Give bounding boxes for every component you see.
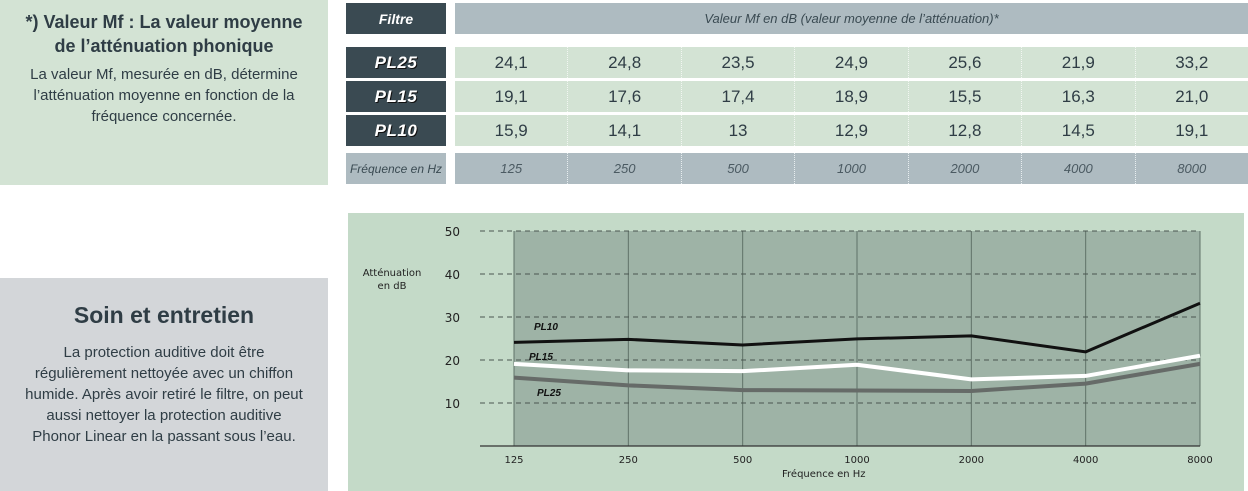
row-label-pl15: PL15 (346, 81, 446, 112)
series-label: PL15 (529, 352, 553, 363)
chart-plot: 10 20 30 40 50 125 250 500 1000 2000 4000 8000 Attén… (363, 225, 1213, 480)
y-tick-label: 30 (445, 311, 460, 325)
table-cell: 19,1 (494, 86, 528, 106)
x-tick-label: 250 (619, 455, 638, 466)
care-text: La protection auditive doit être réguliè… (25, 344, 303, 445)
y-tick-label: 40 (445, 268, 460, 282)
table-cell: 15,9 (494, 120, 528, 140)
frequency-label: Fréquence en Hz (346, 153, 446, 184)
care-title: Soin et entretien (73, 302, 255, 328)
table-row: 15,9 14,1 13 12,9 12,8 14,5 19,1 (455, 115, 1248, 146)
y-axis-label: en dB (378, 281, 407, 292)
table-cell: 12,9 (794, 115, 907, 146)
table-cell: 14,5 (1021, 115, 1134, 146)
x-axis-label: Fréquence en Hz (782, 468, 866, 480)
x-tick-label: 500 (733, 455, 752, 466)
care-box: Soin et entretien La protection auditive… (0, 278, 328, 491)
table-cell: 24,9 (794, 47, 907, 78)
x-tick-label: 125 (504, 455, 523, 466)
table-cell: 25,6 (907, 47, 1021, 78)
y-tick-label: 50 (445, 225, 460, 239)
series-line-pl10 (513, 301, 1201, 354)
x-tick-label: 4000 (1073, 455, 1098, 466)
table-cell: 18,9 (794, 81, 907, 112)
series-label: PL25 (537, 388, 561, 399)
table-cell: 12,8 (907, 115, 1021, 146)
table-row: 24,1 24,8 23,5 24,9 25,6 21,9 33,2 (455, 47, 1248, 78)
filter-header: Filtre (346, 3, 446, 34)
frequency-cell: 4000 (1021, 153, 1134, 184)
frequency-cell: 250 (567, 153, 680, 184)
frequency-row: 125 250 500 1000 2000 4000 8000 (455, 153, 1248, 184)
value-header: Valeur Mf en dB (valeur moyenne de l’att… (455, 3, 1248, 34)
table-cell: 15,5 (907, 81, 1021, 112)
series-label: PL10 (534, 322, 558, 333)
table-cell: 21,9 (1021, 47, 1134, 78)
frequency-cell: 2000 (907, 153, 1021, 184)
table-cell: 17,4 (680, 81, 794, 112)
series-line-pl25 (513, 361, 1201, 393)
table-cell: 24,1 (494, 52, 528, 72)
mf-info-title: *) Valeur Mf : La valeur moyenne de l’at… (25, 12, 303, 56)
frequency-cell: 8000 (1134, 153, 1248, 184)
row-label-pl10: PL10 (346, 115, 446, 146)
table-cell: 16,3 (1021, 81, 1134, 112)
series-line-pl15 (513, 353, 1201, 382)
x-tick-label: 2000 (959, 455, 984, 466)
x-tick-label: 1000 (844, 455, 869, 466)
table-cell: 24,8 (567, 47, 680, 78)
frequency-cell: 125 (500, 161, 523, 176)
table-cell: 21,0 (1134, 81, 1248, 112)
table-cell: 17,6 (567, 81, 680, 112)
table-cell: 33,2 (1134, 47, 1248, 78)
row-label-pl25: PL25 (346, 47, 446, 78)
frequency-cell: 1000 (794, 153, 907, 184)
y-tick-label: 10 (445, 397, 460, 411)
mf-info-text: La valeur Mf, mesurée en dB, détermine l… (30, 66, 298, 125)
x-tick-label: 8000 (1187, 455, 1212, 466)
attenuation-chart: 10 20 30 40 50 125 250 500 1000 2000 4000 8000 Attén… (348, 213, 1244, 491)
table-cell: 23,5 (680, 47, 794, 78)
mf-info-box: *) Valeur Mf : La valeur moyenne de l’at… (0, 0, 328, 185)
table-row: 19,1 17,6 17,4 18,9 15,5 16,3 21,0 (455, 81, 1248, 112)
frequency-cell: 500 (680, 153, 794, 184)
y-axis-label: Atténuation (363, 267, 422, 279)
table-cell: 19,1 (1134, 115, 1248, 146)
table-cell: 13 (680, 115, 794, 146)
y-tick-label: 20 (445, 354, 460, 368)
table-cell: 14,1 (567, 115, 680, 146)
